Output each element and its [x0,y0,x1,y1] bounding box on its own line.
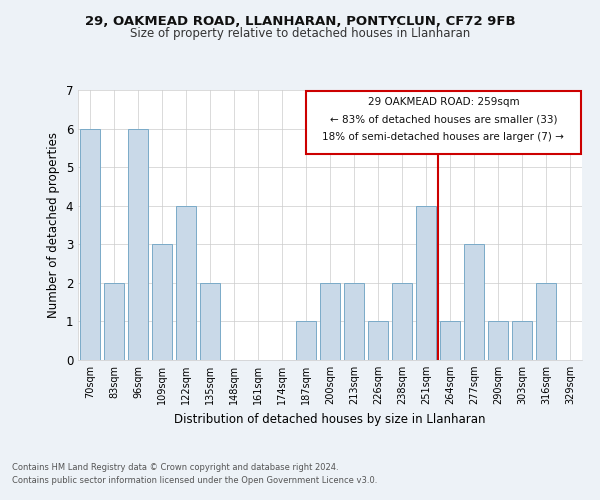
Bar [80,128,100,360]
Bar [306,91,581,154]
Bar [488,322,508,360]
Bar [128,128,148,360]
Bar [320,283,340,360]
X-axis label: Distribution of detached houses by size in Llanharan: Distribution of detached houses by size … [174,412,486,426]
Text: 29, OAKMEAD ROAD, LLANHARAN, PONTYCLUN, CF72 9FB: 29, OAKMEAD ROAD, LLANHARAN, PONTYCLUN, … [85,15,515,28]
Bar [176,206,196,360]
Bar [368,322,388,360]
Text: Contains HM Land Registry data © Crown copyright and database right 2024.: Contains HM Land Registry data © Crown c… [12,464,338,472]
Y-axis label: Number of detached properties: Number of detached properties [47,132,60,318]
Bar [344,283,364,360]
Text: Contains public sector information licensed under the Open Government Licence v3: Contains public sector information licen… [12,476,377,485]
Text: Size of property relative to detached houses in Llanharan: Size of property relative to detached ho… [130,28,470,40]
Text: 18% of semi-detached houses are larger (7) →: 18% of semi-detached houses are larger (… [322,132,565,142]
Bar [392,283,412,360]
Bar [512,322,532,360]
Bar [296,322,316,360]
Bar [536,283,556,360]
Text: ← 83% of detached houses are smaller (33): ← 83% of detached houses are smaller (33… [329,114,557,124]
Bar [416,206,436,360]
Bar [104,283,124,360]
Bar [152,244,172,360]
Bar [440,322,460,360]
Text: 29 OAKMEAD ROAD: 259sqm: 29 OAKMEAD ROAD: 259sqm [368,96,519,106]
Bar [200,283,220,360]
Bar [464,244,484,360]
